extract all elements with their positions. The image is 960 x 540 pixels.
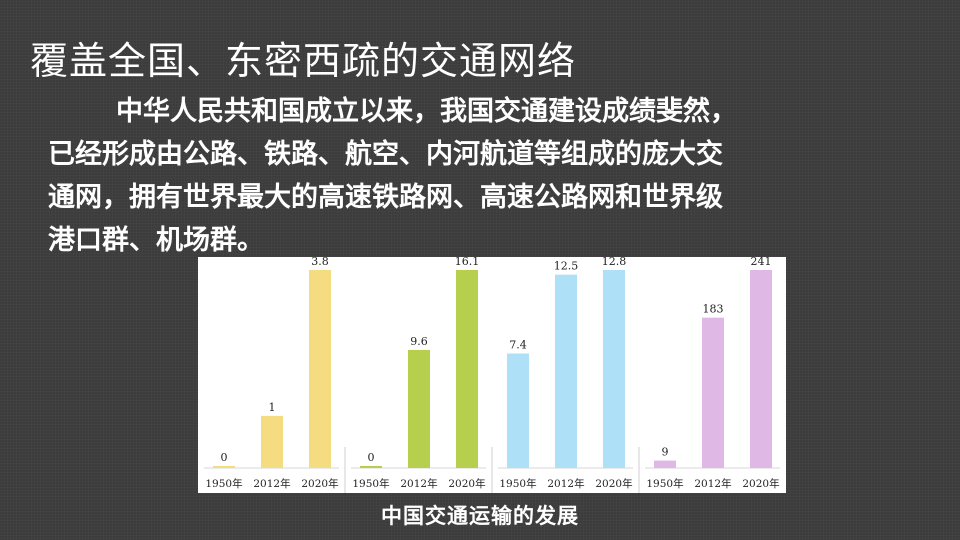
bar bbox=[456, 270, 478, 468]
bar bbox=[555, 274, 577, 468]
paragraph-line: 通网，拥有世界最大的高速铁路网、高速公路网和世界级 bbox=[48, 182, 723, 213]
tick-label: 1950年 bbox=[352, 477, 389, 490]
bar bbox=[408, 349, 430, 468]
data-label: 241 bbox=[751, 257, 772, 268]
tick-label: 2020年 bbox=[595, 477, 632, 490]
data-label: 0 bbox=[368, 451, 375, 464]
tick-label: 2012年 bbox=[400, 477, 437, 490]
bar bbox=[750, 270, 772, 468]
bar bbox=[507, 353, 529, 468]
body-paragraph: 中华人民共和国成立以来，我国交通建设成绩斐然， 已经形成由公路、铁路、航空、内河… bbox=[48, 90, 928, 262]
data-label: 0 bbox=[221, 451, 228, 464]
data-label: 9.6 bbox=[410, 335, 428, 348]
tick-label: 2020年 bbox=[448, 477, 485, 490]
tick-label: 2012年 bbox=[547, 477, 584, 490]
bar bbox=[309, 270, 331, 468]
tick-label: 2012年 bbox=[253, 477, 290, 490]
transport-chart-figure: 0 1950年 1 2012年 3.8 2020年 0 1950年 9.6 2012年 16.1 20… bbox=[198, 257, 786, 493]
paragraph-line: 中华人民共和国成立以来，我国交通建设成绩斐然， bbox=[116, 96, 737, 127]
bar bbox=[213, 466, 235, 468]
slide-title: 覆盖全国、东密西疏的交通网络 bbox=[30, 39, 577, 83]
tick-label: 2020年 bbox=[301, 477, 338, 490]
tick-label: 1950年 bbox=[499, 477, 536, 490]
tick-label: 1950年 bbox=[205, 477, 242, 490]
figure-caption: 中国交通运输的发展 bbox=[381, 503, 579, 528]
data-label: 9 bbox=[662, 446, 669, 459]
bar bbox=[603, 270, 625, 468]
data-label: 1 bbox=[269, 401, 276, 414]
paragraph-line: 港口群、机场群。 bbox=[48, 225, 264, 256]
data-label: 183 bbox=[703, 303, 724, 316]
bar bbox=[702, 317, 724, 468]
data-label: 12.5 bbox=[554, 260, 579, 273]
bar bbox=[654, 460, 676, 468]
data-label: 3.8 bbox=[311, 257, 329, 268]
paragraph-line: 已经形成由公路、铁路、航空、内河航道等组成的庞大交 bbox=[48, 139, 723, 170]
tick-label: 1950年 bbox=[646, 477, 683, 490]
bar bbox=[360, 466, 382, 468]
transport-bar-charts: 0 1950年 1 2012年 3.8 2020年 0 1950年 9.6 2012年 16.1 20… bbox=[204, 257, 780, 493]
data-label: 16.1 bbox=[455, 257, 480, 268]
tick-label: 2012年 bbox=[694, 477, 731, 490]
data-label: 7.4 bbox=[509, 339, 527, 352]
tick-label: 2020年 bbox=[742, 477, 779, 490]
bar bbox=[261, 415, 283, 468]
data-label: 12.8 bbox=[602, 257, 627, 268]
